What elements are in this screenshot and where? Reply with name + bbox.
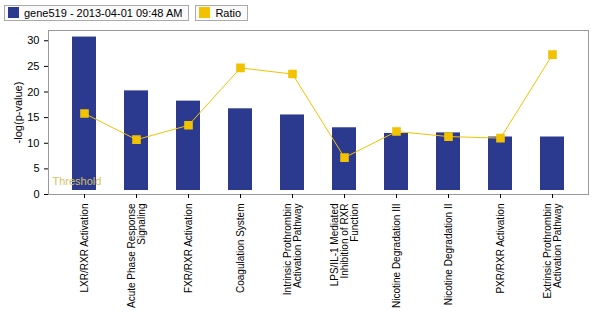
- svg-text:30: 30: [27, 34, 39, 46]
- svg-text:-log(p-value): -log(p-value): [12, 82, 24, 144]
- svg-text:Nicotine Degradation III: Nicotine Degradation III: [391, 204, 402, 309]
- svg-text:PXR/RXR Activation: PXR/RXR Activation: [495, 204, 506, 294]
- svg-text:Threshold: Threshold: [53, 175, 102, 187]
- svg-text:20: 20: [27, 86, 39, 98]
- html-text:gene519 - 2013-04-01 09:48 AM: gene519 - 2013-04-01 09:48 AM: [24, 6, 183, 19]
- svg-text:10: 10: [27, 137, 39, 149]
- svg-text:Acute Phase ResponseSignaling: Acute Phase ResponseSignaling: [126, 203, 147, 308]
- svg-text:Intrinsic ProthrombinActivatio: Intrinsic ProthrombinActivation Pathway: [282, 204, 303, 296]
- svg-text:0: 0: [33, 188, 39, 200]
- svg-text:FXR/RXR Activation: FXR/RXR Activation: [183, 204, 194, 293]
- svg-text:15: 15: [27, 111, 39, 123]
- svg-text:Nicotine Degradation II: Nicotine Degradation II: [443, 204, 454, 306]
- svg-text:LXR/RXR Activation: LXR/RXR Activation: [79, 204, 90, 293]
- svg-text:5: 5: [33, 162, 39, 174]
- svg-text:25: 25: [27, 60, 39, 72]
- svg-text:LPS/IL-1 MediatedInhibition of: LPS/IL-1 MediatedInhibition of RXRFuncti…: [329, 204, 360, 287]
- svg-text:Extrinsic ProthrombinActivatio: Extrinsic ProthrombinActivation Pathway: [542, 204, 563, 299]
- html-text:Ratio: Ratio: [215, 6, 242, 19]
- svg-text:Coagulation System: Coagulation System: [235, 204, 246, 294]
